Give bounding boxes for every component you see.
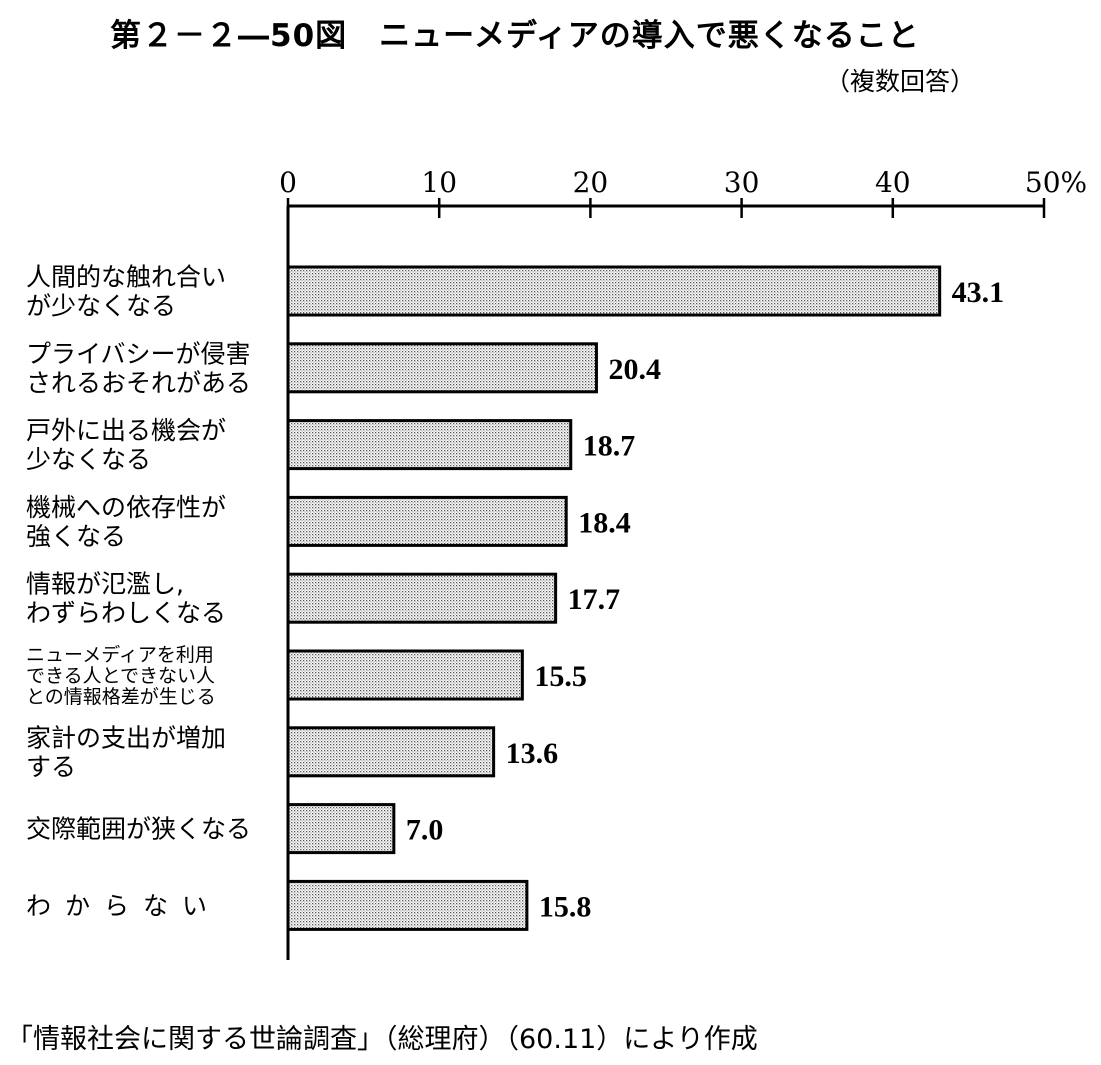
x-tick-label: 20 [573,166,609,199]
bar-value-label: 20.4 [608,353,661,386]
x-tick-label: 40 [875,166,911,199]
bar-value-label: 17.7 [568,583,621,616]
x-tick-label: 30 [724,166,760,199]
bar [286,879,529,931]
category-label: 機械への依存性が [26,493,226,522]
category-label: ニューメディアを利用 [26,644,214,666]
category-label: 交際範囲が狭くなる [26,815,251,844]
bar [286,649,524,701]
category-label: 人間的な触れ合い [26,263,226,292]
category-label: 情報が氾濫し, [26,570,184,599]
category-label: 家計の支出が増加 [26,723,226,752]
category-label: する [26,752,76,781]
x-axis: 0 10 20 30 40 50% [279,166,1087,960]
x-tick-label: 50% [1025,166,1087,199]
bars: 43.1 20.4 18.7 18.4 17.7 15.5 13.6 7.0 15.8 [286,265,1005,931]
bar [286,726,496,778]
bar [286,572,558,624]
bar [286,803,396,855]
category-label: わずらわしくなる [26,599,226,628]
category-label: 戸外に出る機会が [26,416,226,445]
x-tick-label: 0 [279,166,297,199]
category-label: わからない [26,891,221,920]
category-label: 少なくなる [26,445,151,474]
bar [286,265,942,317]
chart-title: 第２－２―50図 ニューメディアの導入で悪くなること [110,18,920,54]
category-label: プライバシーが侵害 [26,339,251,368]
category-label: できる人とできない人 [26,665,215,687]
bar-value-label: 7.0 [406,814,444,847]
source-note: 「情報社会に関する世論調査」（総理府）（60.11）により作成 [6,1024,758,1055]
bar-value-label: 15.5 [534,660,587,693]
category-label: との情報格差が生じる [26,686,216,708]
bar [286,495,568,547]
category-label: 強くなる [26,522,126,551]
bar-value-label: 18.4 [578,506,631,539]
category-labels: 人間的な触れ合いが少なくなるプライバシーが侵害されるおそれがある戸外に出る機会が… [26,263,251,921]
bar-value-label: 15.8 [539,890,592,923]
bar-value-label: 18.7 [583,430,636,463]
bar-value-label: 13.6 [506,737,558,770]
category-label: されるおそれがある [26,368,251,397]
bar [286,419,573,471]
x-tick-label: 10 [421,166,457,199]
chart-subtitle: （複数回答） [825,67,976,96]
bar [286,342,598,394]
category-label: が少なくなる [26,292,176,321]
bar-value-label: 43.1 [952,276,1005,309]
